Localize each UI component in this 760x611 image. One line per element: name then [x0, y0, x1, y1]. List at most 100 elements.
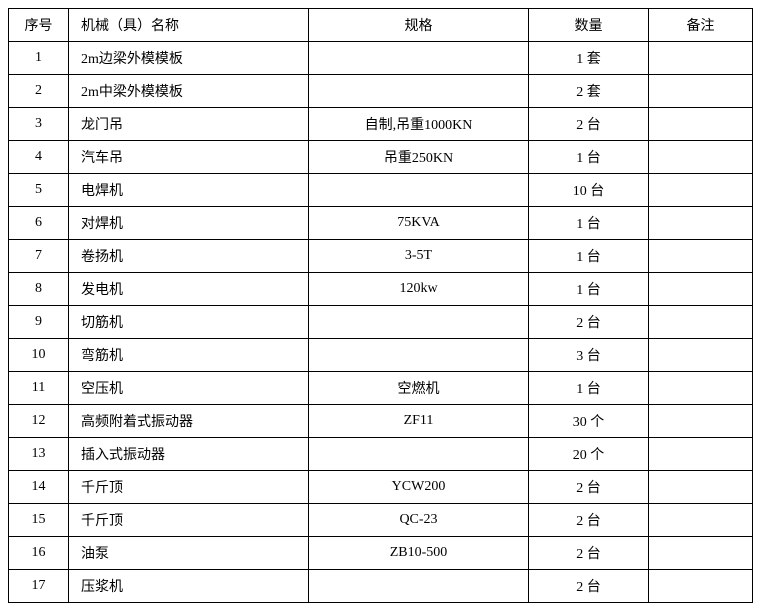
- cell-spec: ZB10-500: [309, 537, 529, 570]
- cell-seq: 5: [9, 174, 69, 207]
- cell-seq: 6: [9, 207, 69, 240]
- header-row: 序号 机械（具）名称 规格 数量 备注: [9, 9, 753, 42]
- cell-note: [649, 306, 753, 339]
- table-row: 14千斤顶YCW2002 台: [9, 471, 753, 504]
- cell-note: [649, 141, 753, 174]
- table-row: 12高频附着式振动器ZF1130 个: [9, 405, 753, 438]
- cell-spec: [309, 306, 529, 339]
- cell-qty: 1 台: [529, 273, 649, 306]
- cell-name: 千斤顶: [69, 471, 309, 504]
- cell-name: 弯筋机: [69, 339, 309, 372]
- cell-seq: 16: [9, 537, 69, 570]
- cell-name: 插入式振动器: [69, 438, 309, 471]
- cell-note: [649, 108, 753, 141]
- cell-spec: ZF11: [309, 405, 529, 438]
- cell-qty: 2 套: [529, 75, 649, 108]
- header-seq: 序号: [9, 9, 69, 42]
- cell-name: 汽车吊: [69, 141, 309, 174]
- cell-seq: 15: [9, 504, 69, 537]
- cell-seq: 2: [9, 75, 69, 108]
- cell-qty: 1 台: [529, 240, 649, 273]
- table-row: 10弯筋机3 台: [9, 339, 753, 372]
- cell-note: [649, 405, 753, 438]
- cell-spec: [309, 339, 529, 372]
- cell-name: 千斤顶: [69, 504, 309, 537]
- cell-qty: 1 台: [529, 141, 649, 174]
- cell-name: 发电机: [69, 273, 309, 306]
- cell-name: 2m边梁外模模板: [69, 42, 309, 75]
- cell-seq: 14: [9, 471, 69, 504]
- table-row: 4汽车吊吊重250KN1 台: [9, 141, 753, 174]
- cell-qty: 1 台: [529, 207, 649, 240]
- equipment-table: 序号 机械（具）名称 规格 数量 备注 12m边梁外模模板1 套22m中梁外模模…: [8, 8, 753, 603]
- cell-seq: 4: [9, 141, 69, 174]
- cell-spec: 吊重250KN: [309, 141, 529, 174]
- table-row: 22m中梁外模模板 2 套: [9, 75, 753, 108]
- table-row: 15千斤顶QC-232 台: [9, 504, 753, 537]
- cell-name: 龙门吊: [69, 108, 309, 141]
- cell-note: [649, 471, 753, 504]
- header-note: 备注: [649, 9, 753, 42]
- cell-seq: 9: [9, 306, 69, 339]
- cell-spec: [309, 438, 529, 471]
- cell-qty: 2 台: [529, 570, 649, 603]
- table-header: 序号 机械（具）名称 规格 数量 备注: [9, 9, 753, 42]
- cell-note: [649, 240, 753, 273]
- cell-note: [649, 504, 753, 537]
- cell-note: [649, 372, 753, 405]
- cell-seq: 13: [9, 438, 69, 471]
- cell-note: [649, 438, 753, 471]
- table-row: 12m边梁外模模板 1 套: [9, 42, 753, 75]
- cell-spec: [309, 174, 529, 207]
- cell-name: 切筋机: [69, 306, 309, 339]
- table-row: 13插入式振动器 20 个: [9, 438, 753, 471]
- cell-spec: 3-5T: [309, 240, 529, 273]
- table-row: 3龙门吊自制,吊重1000KN2 台: [9, 108, 753, 141]
- cell-seq: 7: [9, 240, 69, 273]
- cell-qty: 1 套: [529, 42, 649, 75]
- cell-seq: 3: [9, 108, 69, 141]
- cell-seq: 11: [9, 372, 69, 405]
- header-name: 机械（具）名称: [69, 9, 309, 42]
- table-row: 11空压机空燃机1 台: [9, 372, 753, 405]
- cell-spec: 75KVA: [309, 207, 529, 240]
- cell-seq: 1: [9, 42, 69, 75]
- cell-spec: [309, 570, 529, 603]
- cell-qty: 2 台: [529, 306, 649, 339]
- cell-name: 油泵: [69, 537, 309, 570]
- cell-qty: 2 台: [529, 471, 649, 504]
- cell-note: [649, 174, 753, 207]
- cell-spec: QC-23: [309, 504, 529, 537]
- cell-seq: 8: [9, 273, 69, 306]
- cell-note: [649, 339, 753, 372]
- cell-qty: 2 台: [529, 108, 649, 141]
- cell-name: 高频附着式振动器: [69, 405, 309, 438]
- cell-qty: 30 个: [529, 405, 649, 438]
- cell-note: [649, 570, 753, 603]
- cell-seq: 10: [9, 339, 69, 372]
- cell-note: [649, 42, 753, 75]
- table-row: 5电焊机 10 台: [9, 174, 753, 207]
- cell-qty: 2 台: [529, 537, 649, 570]
- cell-qty: 20 个: [529, 438, 649, 471]
- table-row: 7卷扬机3-5T1 台: [9, 240, 753, 273]
- cell-seq: 12: [9, 405, 69, 438]
- cell-spec: 自制,吊重1000KN: [309, 108, 529, 141]
- cell-spec: YCW200: [309, 471, 529, 504]
- header-qty: 数量: [529, 9, 649, 42]
- table-body: 12m边梁外模模板1 套22m中梁外模模板2 套3龙门吊自制,吊重1000KN2…: [9, 42, 753, 603]
- table-row: 16油泵ZB10-5002 台: [9, 537, 753, 570]
- table-row: 6对焊机75KVA1 台: [9, 207, 753, 240]
- table-row: 17压浆机 2 台: [9, 570, 753, 603]
- cell-seq: 17: [9, 570, 69, 603]
- cell-qty: 10 台: [529, 174, 649, 207]
- cell-name: 压浆机: [69, 570, 309, 603]
- table-row: 9切筋机 2 台: [9, 306, 753, 339]
- cell-name: 2m中梁外模模板: [69, 75, 309, 108]
- cell-name: 对焊机: [69, 207, 309, 240]
- cell-name: 空压机: [69, 372, 309, 405]
- cell-spec: 120kw: [309, 273, 529, 306]
- cell-qty: 1 台: [529, 372, 649, 405]
- cell-name: 电焊机: [69, 174, 309, 207]
- cell-note: [649, 75, 753, 108]
